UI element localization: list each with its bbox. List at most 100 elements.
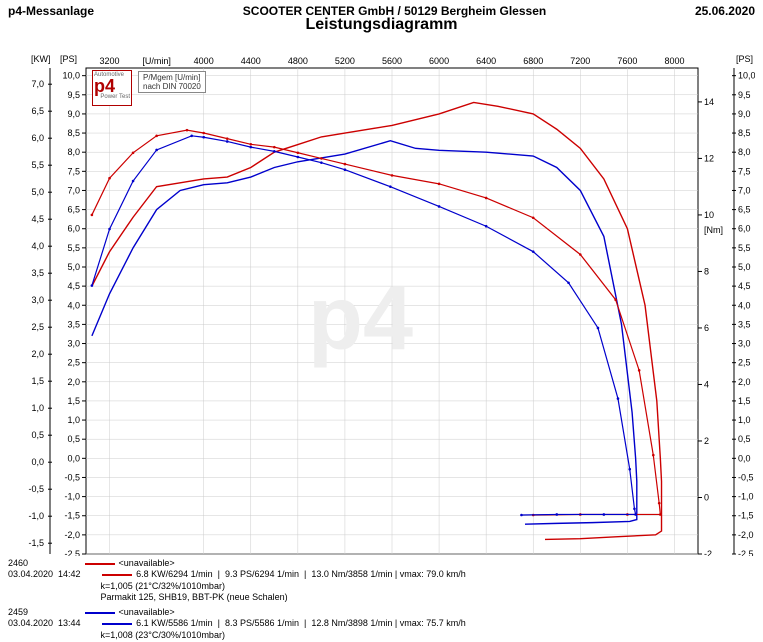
ytick-ps-r: -1,0 [738,492,754,502]
ytick-kw: 1,0 [31,403,44,413]
marker [226,137,229,140]
chart-svg: 3200320040004000440044004800480052005200… [8,38,755,556]
ytick-ps-r: -1,5 [738,511,754,521]
p4-info-box: P/Mgem [U/min] nach DIN 70020 [138,71,206,93]
xtick-top: 7600 [617,56,637,66]
xtick-top: 4000 [194,56,214,66]
ytick-kw: -0,5 [28,484,44,494]
marker [273,150,276,153]
ytick-ps-l: 7,5 [67,166,80,176]
marker [155,135,158,138]
ytick-ps-r: 5,0 [738,262,751,272]
ytick-ps-l: -1,5 [64,511,80,521]
legend-ts: 03.04.2020 14:42 6.8 KW/6294 1/min | 9.3… [8,569,755,580]
ytick-kw: 3,5 [31,268,44,278]
xtick-top: 4400 [241,56,261,66]
ytick-ps-r: 6,0 [738,224,751,234]
marker [438,205,441,208]
marker [91,214,94,217]
series-run-2459-power [92,141,637,524]
p4-info-line2: nach DIN 70020 [143,82,201,91]
ytick-ps-l: 3,5 [67,319,80,329]
marker [344,168,347,171]
marker [202,136,205,139]
marker [320,157,323,160]
ytick-kw: 5,5 [31,160,44,170]
ytick-ps-l: 2,0 [67,377,80,387]
legend-id: 2460 <unavailable> [8,558,755,569]
legend-line1: <unavailable> [119,558,175,568]
ytick-kw: 6,5 [31,106,44,116]
legend-line2: 6.8 KW/6294 1/min | 9.3 PS/6294 1/min | … [136,569,466,579]
ytick-ps-l: 7,0 [67,185,80,195]
ytick-kw: 2,0 [31,349,44,359]
ytick-ps-l: 9,5 [67,90,80,100]
ytick-kw: 4,0 [31,241,44,251]
legend-swatch [102,623,132,625]
ytick-ps-r: -2,5 [738,549,754,556]
marker [614,298,617,301]
marker [155,149,158,152]
marker [389,185,392,188]
xtick-top: 8000 [664,56,684,66]
marker [555,513,558,516]
y-label-ps-r: [PS] [736,54,753,64]
header-date: 25.06.2020 [695,4,755,18]
ytick-ps-r: 3,5 [738,319,751,329]
marker [391,174,394,177]
ytick-ps-l: -2,5 [64,549,80,556]
chart-title: Leistungsdiagramm [0,16,763,34]
xtick-top: 5600 [382,56,402,66]
legend-line2: 6.1 KW/5586 1/min | 8.3 PS/5586 1/min | … [136,618,466,628]
ytick-nm: 6 [704,323,709,333]
series-run-2460-torque [92,130,660,515]
ytick-ps-r: 0,0 [738,453,751,463]
marker [249,143,252,146]
ytick-ps-r: 9,0 [738,109,751,119]
ytick-ps-l: 3,0 [67,339,80,349]
marker [186,129,189,132]
ytick-nm: 0 [704,492,709,502]
series-run-2460-power [92,102,662,539]
ytick-kw: 7,0 [31,79,44,89]
xtick-top: 5200 [335,56,355,66]
marker [132,151,135,154]
p4-info-line1: P/Mgem [U/min] [143,73,201,82]
xtick-top: 4800 [288,56,308,66]
ytick-ps-r: -2,0 [738,530,754,540]
legend-line3: k=1,005 (21°C/32%/1010mbar) [8,581,755,592]
marker [190,135,193,138]
ytick-ps-l: 0,0 [67,453,80,463]
ytick-ps-r: 6,5 [738,205,751,215]
x-unit-top: [U/min] [142,56,171,66]
marker [638,369,641,372]
legend-block-2459: 2459 <unavailable>03.04.2020 13:44 6.1 K… [0,605,763,642]
p4-logo: Automotive p4 Power Test [92,70,132,106]
ytick-nm: 12 [704,153,714,163]
legend-line4: Parmakit 125, SHB19, BBT-PK (neue Schale… [8,592,755,603]
marker [652,454,655,457]
ytick-kw: 4,5 [31,214,44,224]
marker [226,140,229,143]
ytick-ps-l: 4,0 [67,300,80,310]
ytick-ps-r: 1,5 [738,396,751,406]
ytick-ps-l: 5,5 [67,243,80,253]
marker [108,177,111,180]
ytick-ps-l: -0,5 [64,472,80,482]
marker [297,156,300,159]
ytick-kw: -1,5 [28,538,44,548]
ytick-ps-r: 7,0 [738,185,751,195]
ytick-kw: 5,0 [31,187,44,197]
ytick-ps-l: 4,5 [67,281,80,291]
marker [579,253,582,256]
ytick-ps-r: 10,0 [738,71,755,81]
ytick-ps-r: -0,5 [738,472,754,482]
ytick-ps-l: 10,0 [62,71,80,81]
marker [532,250,535,253]
marker [320,161,323,164]
ytick-ps-r: 8,5 [738,128,751,138]
marker [91,284,94,287]
xtick-top: 6000 [429,56,449,66]
ytick-kw: 2,5 [31,322,44,332]
legends: 2460 <unavailable>03.04.2020 14:42 6.8 K… [0,556,763,642]
